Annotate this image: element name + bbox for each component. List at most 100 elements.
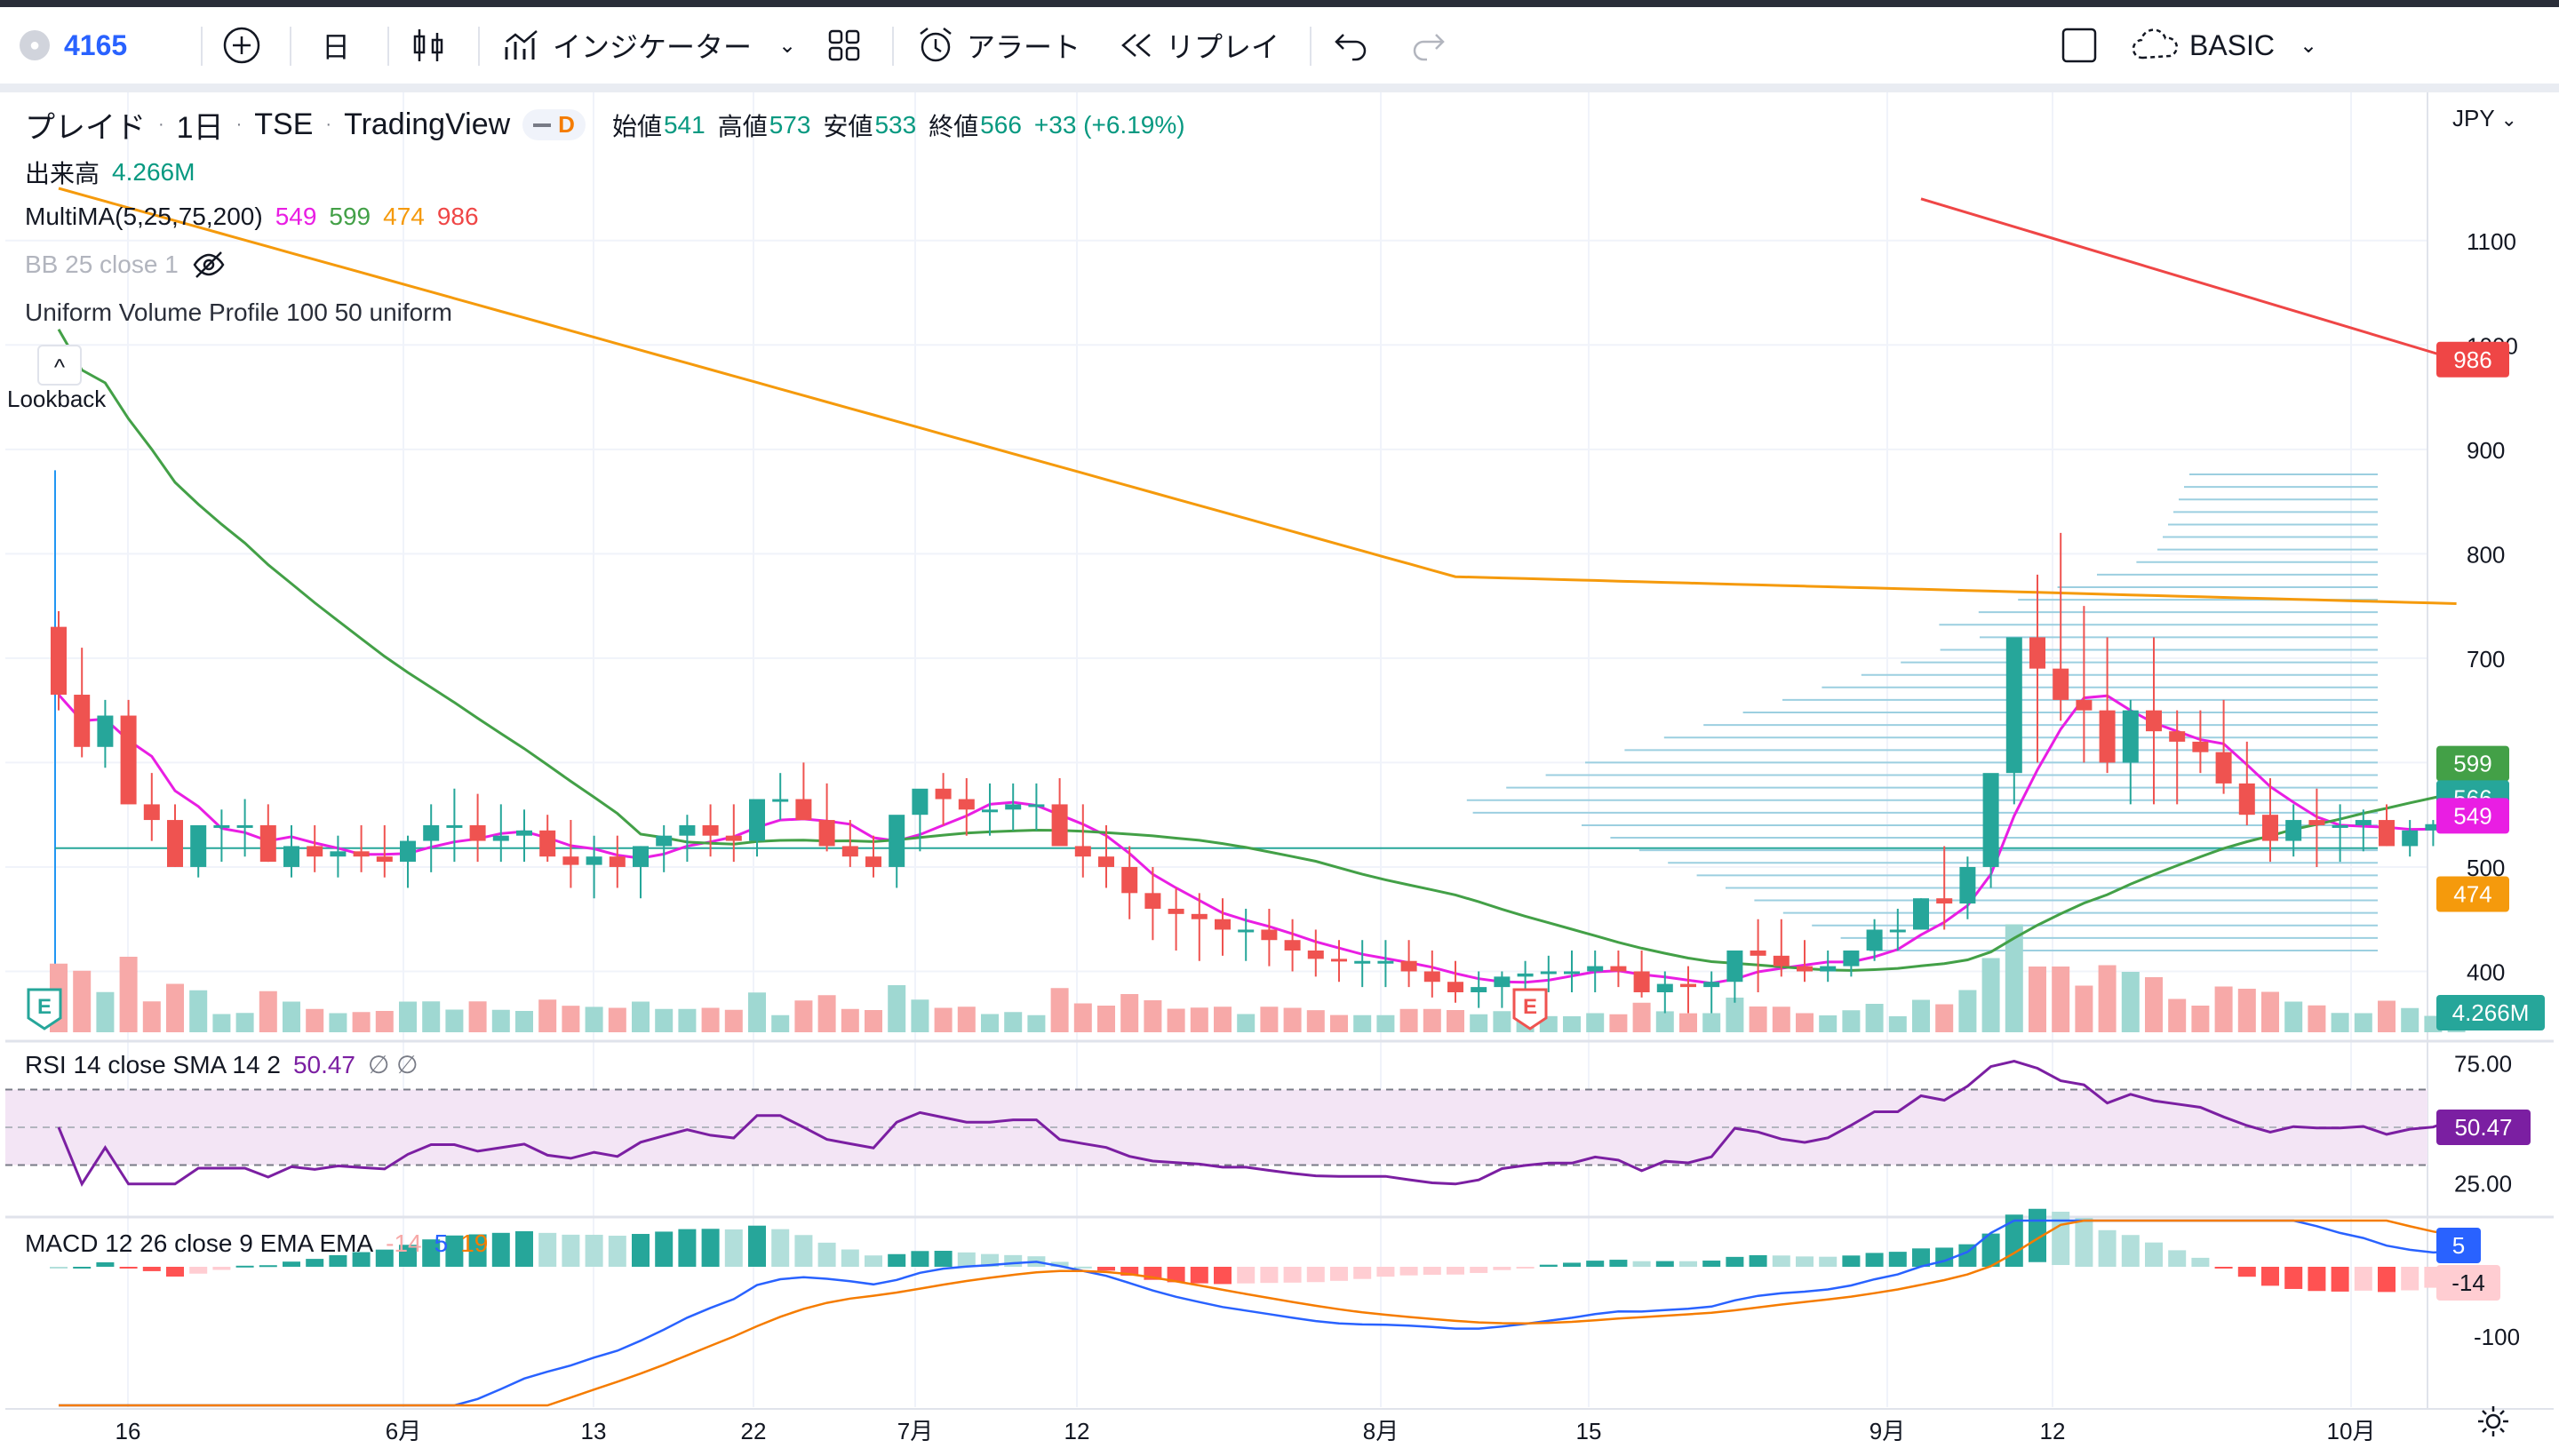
candle-body xyxy=(1843,950,1860,967)
macd-histogram-bar xyxy=(1981,1233,2000,1267)
candle-body xyxy=(1215,919,1231,930)
chart-type-button[interactable] xyxy=(411,7,446,84)
macd-histogram-bar xyxy=(934,1251,953,1267)
candle-body xyxy=(143,804,160,821)
delay-badge[interactable]: D xyxy=(522,109,586,140)
volume-bar xyxy=(1981,958,2000,1032)
symbol-search-button[interactable]: ● 4165 xyxy=(20,7,127,84)
macd-histogram-bar xyxy=(352,1252,371,1267)
volume-bar xyxy=(1050,988,1069,1032)
macd-histogram-bar xyxy=(1586,1261,1605,1267)
macd-histogram-bar xyxy=(1772,1255,1790,1267)
macd-histogram-bar xyxy=(957,1252,976,1267)
macd-histogram-bar xyxy=(1563,1262,1581,1267)
macd-histogram-bar xyxy=(1330,1267,1348,1281)
candle-body xyxy=(446,824,463,828)
bb-legend[interactable]: BB 25 close 1 xyxy=(25,251,227,279)
legend-collapse-button[interactable]: ^ xyxy=(37,345,82,386)
macd-histogram-bar xyxy=(1842,1255,1861,1267)
candle-body xyxy=(259,824,276,863)
time-axis-label: 12 xyxy=(2040,1418,2066,1444)
ma5-price-tag-box xyxy=(2436,798,2509,834)
plus-circle-icon xyxy=(223,27,260,64)
interval-button[interactable]: 日 xyxy=(322,7,350,84)
macd-histogram-bar xyxy=(1819,1256,1838,1267)
indicators-button[interactable]: インジケーター ⌄ xyxy=(503,7,796,84)
macd-histogram-bar xyxy=(1749,1254,1767,1267)
fullscreen-button[interactable] xyxy=(2060,7,2099,84)
interval-label: 日 xyxy=(322,31,351,63)
replay-label: リプレイ xyxy=(1166,31,1280,63)
ma-label: MultiMA(5,25,75,200) xyxy=(25,203,263,230)
legend-dot: · xyxy=(325,115,332,134)
volume-bar xyxy=(1796,1013,1814,1032)
macd-histogram-bar xyxy=(73,1266,92,1269)
ma-legend[interactable]: MultiMA(5,25,75,200) 549 599 474 986 xyxy=(25,203,479,231)
rsi-legend[interactable]: RSI 14 close SMA 14 2 50.47 ∅ ∅ xyxy=(25,1050,419,1079)
toolbar-divider xyxy=(478,27,480,66)
candle-body xyxy=(213,824,230,828)
symbol-name[interactable]: プレイド xyxy=(25,111,146,145)
layouts-grid-button[interactable] xyxy=(825,7,864,84)
macd-histogram-bar xyxy=(1912,1248,1930,1267)
rsi-pane xyxy=(5,1060,2458,1188)
volume-bar xyxy=(981,1014,999,1032)
volume-bar xyxy=(1260,1006,1279,1032)
ma5-value: 549 xyxy=(275,203,317,230)
macd-histogram-bar xyxy=(1167,1267,1185,1283)
macd-histogram-bar xyxy=(865,1255,882,1267)
rsi-line xyxy=(57,1060,2458,1188)
rsi-tag-box xyxy=(2436,1110,2531,1145)
eye-hidden-icon[interactable] xyxy=(191,251,227,279)
volume-legend[interactable]: 出来高 4.266M xyxy=(25,155,195,190)
macd-histogram-bar xyxy=(2354,1267,2372,1291)
candle-body xyxy=(1703,982,1720,988)
macd-histogram-bar xyxy=(1796,1256,1814,1267)
candle-body xyxy=(1936,898,1953,904)
price-chart[interactable]: 1100100090080070050040075.0025.00-100166… xyxy=(5,92,2554,1452)
macd-histogram-bar xyxy=(2331,1267,2349,1292)
replay-button[interactable]: リプレイ xyxy=(1118,7,1280,84)
candle-body xyxy=(1866,929,1883,951)
chart-settings-button[interactable] xyxy=(2475,1404,2511,1444)
price-axis-label: 900 xyxy=(2467,437,2505,464)
ma75-line xyxy=(58,187,2457,605)
candle-body xyxy=(586,856,602,865)
candle-body xyxy=(376,856,393,863)
macd-histogram-bar xyxy=(142,1267,161,1271)
redo-button[interactable] xyxy=(1407,7,1447,84)
macd-histogram-bar xyxy=(1935,1247,1954,1267)
macd-signal-line xyxy=(59,1219,2457,1407)
ma5-line xyxy=(57,694,2457,985)
ma75-price-tag-box xyxy=(2436,876,2509,912)
macd-histogram-bar xyxy=(1190,1267,1208,1284)
macd-histogram-bar xyxy=(166,1267,184,1277)
currency-selector[interactable]: JPY ⌄ xyxy=(2452,105,2517,132)
time-axis-label: 15 xyxy=(1576,1418,1602,1444)
legend-source: TradingView xyxy=(344,107,511,141)
macd-histogram-bar xyxy=(888,1253,906,1267)
candle-body xyxy=(841,846,858,857)
volume-bar xyxy=(1330,1014,1348,1032)
candle-body xyxy=(1564,971,1580,975)
macd-histogram-bar xyxy=(2168,1250,2187,1267)
compare-symbol-button[interactable] xyxy=(222,7,261,84)
ma25-line xyxy=(57,328,2457,972)
candle-body xyxy=(562,856,579,865)
layout-menu-button[interactable]: BASIC ⌄ xyxy=(2131,7,2317,84)
candle-body xyxy=(1028,804,1045,808)
vp-legend[interactable]: Uniform Volume Profile 100 50 uniform xyxy=(25,298,452,327)
candle-body xyxy=(2355,820,2372,825)
volume-bar xyxy=(1749,1006,1767,1032)
volume-bar xyxy=(1120,994,1139,1032)
chart-area[interactable]: 1100100090080070050040075.0025.00-100166… xyxy=(5,92,2554,1452)
undo-button[interactable] xyxy=(1333,7,1372,84)
alert-button[interactable]: アラート xyxy=(915,7,1080,84)
toolbar-divider xyxy=(290,27,291,66)
macd-legend[interactable]: MACD 12 26 close 9 EMA EMA -14 5 19 xyxy=(25,1229,488,1258)
candle-body xyxy=(1656,983,1673,992)
candle-body xyxy=(2402,830,2419,847)
price-axis-label: 1100 xyxy=(2467,228,2516,255)
candle-body xyxy=(283,846,299,867)
